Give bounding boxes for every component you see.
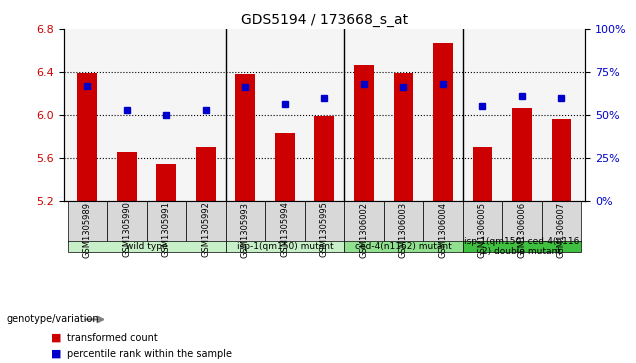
FancyBboxPatch shape <box>502 200 542 242</box>
FancyBboxPatch shape <box>462 200 502 242</box>
Text: GSM1305990: GSM1305990 <box>122 201 131 257</box>
Text: GSM1305989: GSM1305989 <box>83 201 92 257</box>
Text: GSM1306005: GSM1306005 <box>478 201 487 257</box>
Text: GSM1305993: GSM1305993 <box>241 201 250 257</box>
Text: GSM1306004: GSM1306004 <box>438 201 447 257</box>
Bar <box>78 73 97 200</box>
Text: GSM1306007: GSM1306007 <box>557 201 566 258</box>
FancyBboxPatch shape <box>226 241 344 252</box>
Bar <box>551 119 571 200</box>
Bar <box>473 147 492 200</box>
Text: GSM1306002: GSM1306002 <box>359 201 368 257</box>
Text: transformed count: transformed count <box>67 333 158 343</box>
FancyBboxPatch shape <box>423 200 462 242</box>
Text: isp-1(qm150) ced-4(n116
2) double mutant: isp-1(qm150) ced-4(n116 2) double mutant <box>464 237 579 256</box>
FancyBboxPatch shape <box>344 241 462 252</box>
FancyBboxPatch shape <box>226 200 265 242</box>
Bar <box>433 43 453 200</box>
Bar <box>275 133 294 200</box>
FancyBboxPatch shape <box>265 200 305 242</box>
Text: GSM1306006: GSM1306006 <box>518 201 527 258</box>
FancyBboxPatch shape <box>67 241 226 252</box>
Title: GDS5194 / 173668_s_at: GDS5194 / 173668_s_at <box>241 13 408 26</box>
Text: wild type: wild type <box>126 242 167 251</box>
FancyBboxPatch shape <box>107 200 146 242</box>
FancyBboxPatch shape <box>344 200 384 242</box>
FancyBboxPatch shape <box>462 241 581 252</box>
Bar <box>314 116 335 200</box>
Text: ced-4(n1162) mutant: ced-4(n1162) mutant <box>355 242 452 251</box>
Text: ■: ■ <box>51 333 62 343</box>
Bar <box>394 73 413 200</box>
Bar <box>354 65 374 200</box>
Text: genotype/variation: genotype/variation <box>6 314 99 325</box>
Bar <box>235 74 255 200</box>
Text: percentile rank within the sample: percentile rank within the sample <box>67 349 232 359</box>
Text: GSM1305991: GSM1305991 <box>162 201 171 257</box>
Text: GSM1306003: GSM1306003 <box>399 201 408 258</box>
Bar <box>512 108 532 200</box>
Text: ■: ■ <box>51 349 62 359</box>
Text: GSM1305994: GSM1305994 <box>280 201 289 257</box>
FancyBboxPatch shape <box>305 200 344 242</box>
Text: GSM1305992: GSM1305992 <box>202 201 211 257</box>
FancyBboxPatch shape <box>186 200 226 242</box>
FancyBboxPatch shape <box>67 200 107 242</box>
FancyBboxPatch shape <box>542 200 581 242</box>
Text: isp-1(qm150) mutant: isp-1(qm150) mutant <box>237 242 333 251</box>
FancyBboxPatch shape <box>146 200 186 242</box>
Text: GSM1305995: GSM1305995 <box>320 201 329 257</box>
FancyBboxPatch shape <box>384 200 423 242</box>
Bar <box>196 147 216 200</box>
Bar <box>156 164 176 200</box>
Bar <box>117 152 137 200</box>
